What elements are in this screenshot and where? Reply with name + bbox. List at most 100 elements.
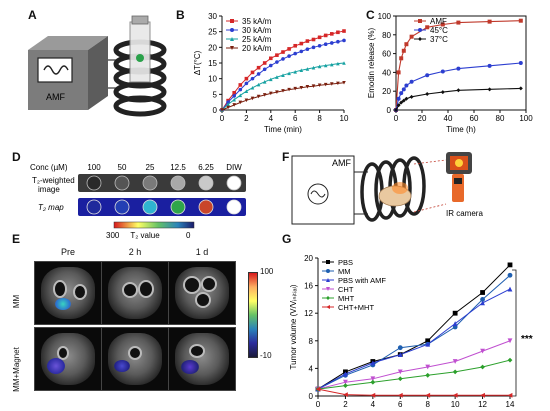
x-tick-label: 2: [244, 114, 249, 123]
data-point: [342, 38, 346, 43]
y-tick-label: 16: [304, 282, 313, 291]
data-point: [507, 286, 513, 292]
data-point: [238, 100, 243, 105]
panel-e-mri-grid: Pre 2 h 1 d MM MM+Magnet 100 -10: [12, 247, 274, 395]
data-point: [401, 48, 406, 53]
legend-marker: [230, 46, 234, 50]
legend-entry: PBS with AMF: [338, 276, 386, 285]
series-line: [317, 264, 511, 390]
data-point: [370, 376, 376, 382]
data-point: [370, 379, 376, 385]
data-point: [409, 34, 414, 39]
data-point: [317, 64, 322, 69]
x-tick-label: 6: [398, 400, 403, 409]
phantom-well: [170, 199, 186, 215]
data-point: [518, 86, 523, 91]
data-point: [396, 103, 401, 108]
data-point: [293, 51, 298, 56]
data-point: [480, 300, 485, 306]
data-point: [396, 70, 401, 75]
f-amf-label: AMF: [332, 158, 352, 168]
data-point: [250, 96, 255, 101]
data-point: [480, 297, 485, 302]
x-tick-label: 14: [506, 400, 515, 409]
y-tick-label: 20: [304, 254, 313, 263]
data-point: [232, 97, 236, 102]
data-point: [342, 80, 346, 85]
mri-image: [101, 327, 169, 391]
data-point: [440, 69, 445, 74]
data-point: [425, 73, 430, 78]
series-line: [317, 340, 511, 390]
x-tick-label: 100: [519, 114, 533, 123]
legend-entry: PBS: [338, 258, 353, 267]
data-point: [425, 92, 430, 97]
y-tick-label: 4: [309, 364, 314, 373]
data-point: [425, 25, 430, 30]
data-point: [343, 392, 348, 398]
data-point: [336, 39, 340, 44]
data-point: [305, 67, 310, 71]
data-point: [256, 82, 261, 87]
data-point: [480, 348, 485, 354]
legend-marker: [326, 287, 330, 291]
data-point: [480, 392, 485, 398]
data-point: [256, 94, 261, 99]
mri-image: [168, 327, 236, 391]
data-point: [232, 90, 236, 95]
data-point: [397, 376, 403, 382]
x-tick-label: 80: [496, 114, 505, 123]
data-point: [330, 41, 334, 45]
x-tick-label: 6: [293, 114, 298, 123]
d-row1-label-line1: T₂-weighted: [32, 176, 75, 185]
data-point: [311, 84, 316, 88]
d-conc-value: 25: [146, 163, 155, 172]
y-tick-label: 5: [213, 90, 218, 99]
t2-scale-bar: [113, 221, 195, 229]
legend-entry: 45°C: [430, 26, 448, 35]
e-col-2h: 2 h: [128, 247, 142, 257]
data-point: [323, 82, 328, 87]
d-row2-label: T₂ map: [38, 203, 64, 212]
data-point: [305, 85, 310, 89]
data-point: [299, 49, 304, 54]
data-point: [293, 69, 297, 74]
phantom-well: [198, 199, 214, 215]
data-point: [487, 63, 492, 68]
data-point: [456, 88, 461, 93]
series-line: [317, 288, 511, 390]
series-line: [317, 388, 510, 396]
data-point: [401, 98, 406, 103]
data-point: [232, 94, 236, 98]
data-point: [323, 33, 328, 38]
x-tick-label: 0: [316, 400, 321, 409]
b-xlabel: Time (min): [264, 125, 302, 134]
data-point: [507, 338, 513, 344]
data-point: [409, 79, 414, 84]
panel-letter-a: A: [28, 8, 37, 22]
data-point: [311, 65, 316, 70]
x-tick-label: 8: [425, 400, 430, 409]
b-ylabel: ΔT(°C): [193, 50, 202, 75]
data-point: [452, 369, 458, 375]
d-conc-value: 6.25: [198, 163, 214, 172]
legend-entry: 25 kA/m: [242, 35, 272, 44]
data-point: [456, 66, 461, 71]
data-point: [343, 379, 348, 385]
data-point: [404, 42, 409, 47]
data-point: [323, 63, 328, 68]
d-scale-min: 300: [106, 231, 120, 240]
data-point: [299, 68, 304, 73]
data-point: [370, 360, 376, 366]
e-colorbar: [248, 272, 258, 358]
e-cbar-top: 100: [260, 267, 274, 276]
data-point: [342, 29, 346, 33]
data-point: [507, 357, 513, 363]
coil: [113, 15, 167, 117]
data-point: [452, 359, 458, 364]
data-point: [399, 56, 404, 61]
ir-camera-icon: [446, 152, 472, 202]
data-point: [396, 96, 401, 101]
